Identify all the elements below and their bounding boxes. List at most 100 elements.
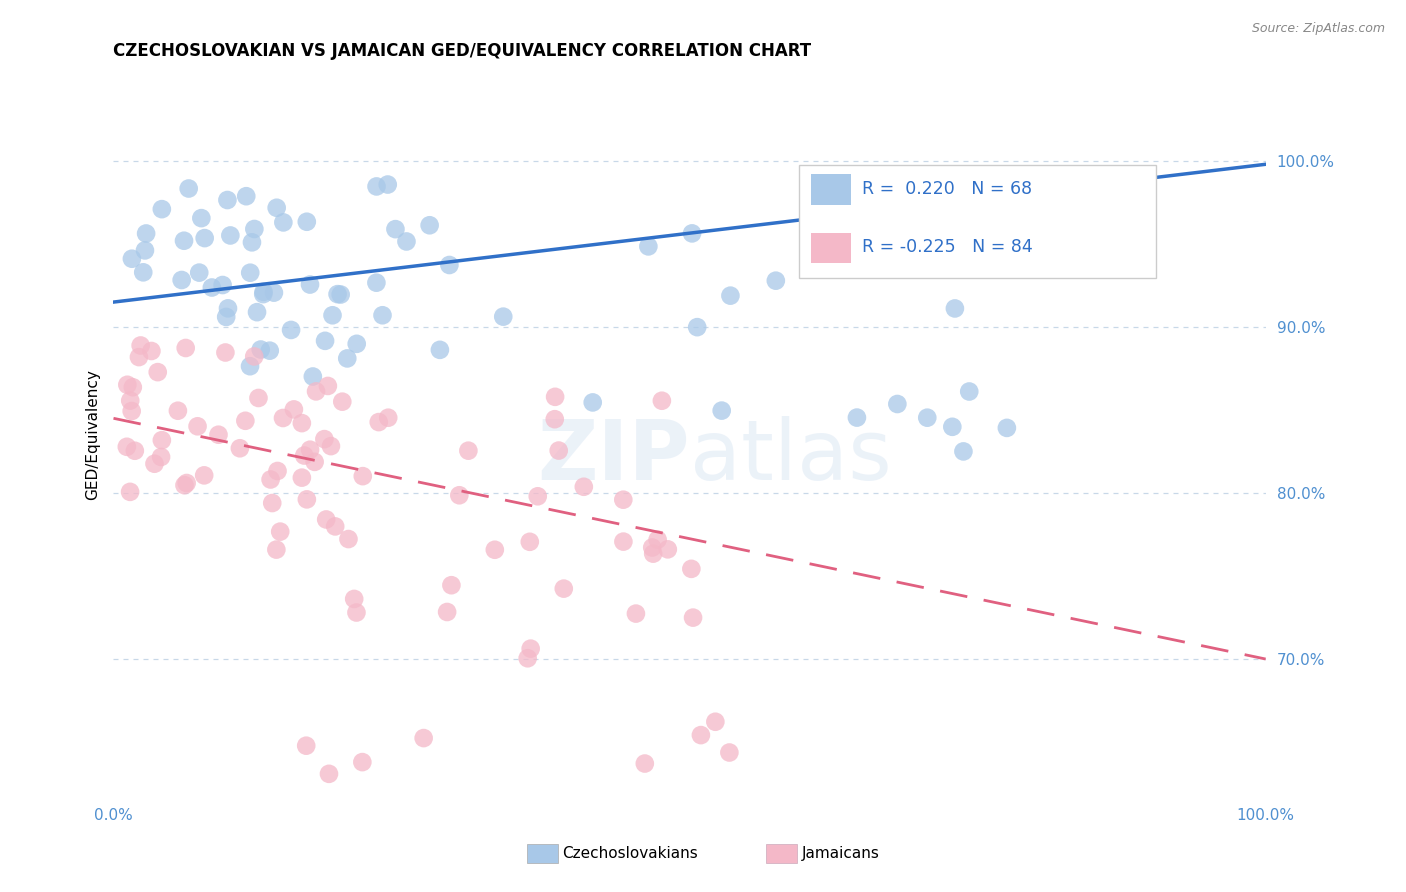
Point xyxy=(612,492,634,507)
Point xyxy=(259,473,281,487)
Point xyxy=(371,308,394,322)
Point xyxy=(239,359,262,374)
Point xyxy=(346,336,368,351)
Point xyxy=(143,457,166,471)
Point xyxy=(193,468,215,483)
Point xyxy=(124,443,146,458)
Point xyxy=(806,254,828,268)
Point xyxy=(367,415,389,429)
Point xyxy=(314,334,336,348)
Point xyxy=(681,227,703,241)
Point xyxy=(624,607,647,621)
Point xyxy=(346,606,368,620)
Point xyxy=(336,351,359,366)
Point xyxy=(366,179,388,194)
Point xyxy=(217,193,239,207)
Point xyxy=(337,532,360,546)
Point xyxy=(170,273,193,287)
Point xyxy=(292,449,315,463)
Point xyxy=(271,411,294,425)
Point xyxy=(239,266,262,280)
Point xyxy=(252,287,274,301)
Point xyxy=(572,480,595,494)
Point xyxy=(121,380,143,394)
Point xyxy=(526,489,548,503)
Point xyxy=(377,178,399,192)
Text: R =  0.220   N = 68: R = 0.220 N = 68 xyxy=(862,179,1032,198)
Point xyxy=(492,310,515,324)
Point xyxy=(710,403,733,417)
Y-axis label: GED/Equivalency: GED/Equivalency xyxy=(86,369,100,500)
Point xyxy=(146,365,169,379)
Point xyxy=(449,488,471,502)
Point xyxy=(457,443,479,458)
Point xyxy=(612,534,634,549)
Point xyxy=(941,419,963,434)
Point xyxy=(634,756,657,771)
Bar xyxy=(810,233,851,263)
Point xyxy=(1039,246,1062,260)
Point xyxy=(134,244,156,258)
Point xyxy=(315,512,337,526)
Point xyxy=(326,287,349,301)
Point xyxy=(298,277,321,292)
Point xyxy=(845,410,868,425)
Point xyxy=(235,414,257,428)
Point xyxy=(330,394,353,409)
Text: CZECHOSLOVAKIAN VS JAMAICAN GED/EQUIVALENCY CORRELATION CHART: CZECHOSLOVAKIAN VS JAMAICAN GED/EQUIVALE… xyxy=(114,42,811,60)
Point xyxy=(215,310,238,324)
Point xyxy=(886,397,908,411)
Point xyxy=(519,641,541,656)
Point xyxy=(682,610,704,624)
Point xyxy=(544,412,567,426)
Point xyxy=(120,393,142,408)
Point xyxy=(150,202,173,216)
Point xyxy=(266,201,288,215)
Text: Jamaicans: Jamaicans xyxy=(801,847,879,861)
Point xyxy=(553,582,575,596)
Point xyxy=(314,432,336,446)
Point xyxy=(214,345,236,359)
Point xyxy=(681,562,703,576)
Point xyxy=(207,427,229,442)
Point xyxy=(246,305,269,319)
Point xyxy=(128,350,150,364)
Point xyxy=(419,219,441,233)
Text: Czechoslovakians: Czechoslovakians xyxy=(562,847,699,861)
Point xyxy=(952,444,974,458)
Point xyxy=(657,542,679,557)
Point xyxy=(547,443,569,458)
Point xyxy=(957,384,980,399)
Point xyxy=(641,541,664,555)
Point xyxy=(211,278,233,293)
Point xyxy=(132,265,155,279)
Point xyxy=(686,320,709,334)
Point xyxy=(187,419,209,434)
Point xyxy=(173,478,195,492)
Point xyxy=(384,222,406,236)
Point xyxy=(135,227,157,241)
Point xyxy=(243,350,266,364)
Point xyxy=(269,524,291,539)
Point xyxy=(201,280,224,294)
Point xyxy=(329,287,352,301)
Text: Source: ZipAtlas.com: Source: ZipAtlas.com xyxy=(1251,22,1385,36)
Point xyxy=(150,450,173,464)
Point xyxy=(352,755,374,769)
Text: ZIP: ZIP xyxy=(537,417,689,498)
Point xyxy=(263,285,285,300)
Point xyxy=(704,714,727,729)
Point xyxy=(273,215,295,229)
Point xyxy=(217,301,239,316)
Point xyxy=(377,410,399,425)
Point xyxy=(243,222,266,236)
Point xyxy=(718,746,741,760)
Point xyxy=(188,266,211,280)
Point xyxy=(141,343,163,358)
Point xyxy=(995,421,1018,435)
Point xyxy=(651,393,673,408)
Point xyxy=(395,235,418,249)
Point xyxy=(316,379,339,393)
Point xyxy=(262,496,284,510)
Point xyxy=(720,288,742,302)
